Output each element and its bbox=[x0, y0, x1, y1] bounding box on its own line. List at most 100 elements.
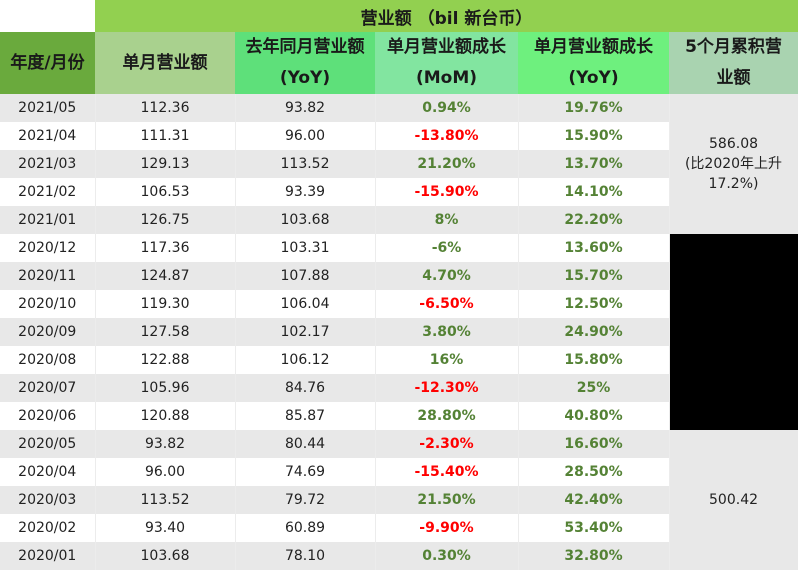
cell-yoy-growth: 15.80% bbox=[518, 346, 670, 374]
cell-period: 2020/01 bbox=[0, 542, 96, 570]
cell-mom-growth: 0.94% bbox=[375, 94, 519, 122]
cell-period: 2021/02 bbox=[0, 178, 96, 206]
cell-monthly-revenue: 113.52 bbox=[95, 486, 236, 514]
cell-monthly-revenue: 129.13 bbox=[95, 150, 236, 178]
cell-yoy-growth: 12.50% bbox=[518, 290, 670, 318]
cell-monthly-revenue: 120.88 bbox=[95, 402, 236, 430]
cell-period: 2020/11 bbox=[0, 262, 96, 290]
cell-last-year-revenue: 113.52 bbox=[235, 150, 376, 178]
cell-period: 2020/06 bbox=[0, 402, 96, 430]
cell-mom-growth: -2.30% bbox=[375, 430, 519, 458]
cumulative-2021-note-line1: (比2020年上升 bbox=[684, 156, 783, 172]
cell-monthly-revenue: 96.00 bbox=[95, 458, 236, 486]
cell-monthly-revenue: 124.87 bbox=[95, 262, 236, 290]
table-title: 营业额 （bil 新台币） bbox=[95, 0, 798, 32]
cell-monthly-revenue: 106.53 bbox=[95, 178, 236, 206]
table-row: 2021/02 106.53 93.39 -15.90% 14.10% bbox=[0, 178, 798, 206]
header-mom-line2: (MoM) bbox=[375, 63, 518, 94]
table-row: 2021/05 112.36 93.82 0.94% 19.76% 586.08 (比202… bbox=[0, 94, 798, 234]
cell-last-year-revenue: 79.72 bbox=[235, 486, 376, 514]
cell-last-year-revenue: 60.89 bbox=[235, 514, 376, 542]
cell-mom-growth: -15.40% bbox=[375, 458, 519, 486]
cell-mom-growth: 21.50% bbox=[375, 486, 519, 514]
cell-last-year-revenue: 85.87 bbox=[235, 402, 376, 430]
header-mom-line1: 单月营业额成长 bbox=[375, 32, 518, 63]
table-row: 2020/11 124.87 107.88 4.70% 15.70% bbox=[0, 262, 798, 290]
cell-period: 2020/05 bbox=[0, 430, 96, 458]
cell-yoy-growth: 13.60% bbox=[518, 234, 670, 262]
title-row: 营业额 （bil 新台币） bbox=[0, 0, 798, 32]
cell-mom-growth: -9.90% bbox=[375, 514, 519, 542]
title-spacer bbox=[0, 0, 95, 32]
cell-period: 2020/03 bbox=[0, 486, 96, 514]
cell-period: 2021/03 bbox=[0, 150, 96, 178]
cell-period: 2020/09 bbox=[0, 318, 96, 346]
table-row: 2020/03 113.52 79.72 21.50% 42.40% bbox=[0, 486, 798, 514]
table-row: 2020/04 96.00 74.69 -15.40% 28.50% bbox=[0, 458, 798, 486]
cell-last-year-revenue: 80.44 bbox=[235, 430, 376, 458]
header-cumulative-line1: 5个月累积营 bbox=[669, 32, 798, 63]
cell-last-year-revenue: 74.69 bbox=[235, 458, 376, 486]
cell-monthly-revenue: 105.96 bbox=[95, 374, 236, 402]
table-row: 2020/10 119.30 106.04 -6.50% 12.50% bbox=[0, 290, 798, 318]
cell-last-year-revenue: 84.76 bbox=[235, 374, 376, 402]
header-year-month: 年度/月份 bbox=[0, 32, 95, 94]
cumulative-2020-value: 500.42 bbox=[709, 492, 759, 508]
cell-yoy-growth: 28.50% bbox=[518, 458, 670, 486]
cell-last-year-revenue: 103.68 bbox=[235, 206, 376, 234]
cell-yoy-growth: 42.40% bbox=[518, 486, 670, 514]
cell-monthly-revenue: 112.36 bbox=[95, 94, 236, 122]
cell-last-year-revenue: 93.39 bbox=[235, 178, 376, 206]
cell-mom-growth: -6% bbox=[375, 234, 519, 262]
cell-period: 2020/10 bbox=[0, 290, 96, 318]
cell-mom-growth: 16% bbox=[375, 346, 519, 374]
cell-monthly-revenue: 126.75 bbox=[95, 206, 236, 234]
cell-mom-growth: -6.50% bbox=[375, 290, 519, 318]
cell-yoy-growth: 53.40% bbox=[518, 514, 670, 542]
header-row-1: 年度/月份 单月营业额 去年同月营业额 单月营业额成长 单月营业额成长 5个月累… bbox=[0, 32, 798, 94]
cell-period: 2020/12 bbox=[0, 234, 96, 262]
table-row: 2020/02 93.40 60.89 -9.90% 53.40% bbox=[0, 514, 798, 542]
header-monthly-revenue: 单月营业额 bbox=[95, 32, 235, 94]
cell-mom-growth: 28.80% bbox=[375, 402, 519, 430]
cell-yoy-growth: 19.76% bbox=[518, 94, 670, 122]
cell-last-year-revenue: 96.00 bbox=[235, 122, 376, 150]
cell-yoy-growth: 15.90% bbox=[518, 122, 670, 150]
cumulative-2021-note-line2: 17.2%) bbox=[708, 176, 759, 192]
table-row: 2020/01 103.68 78.10 0.30% 32.80% bbox=[0, 542, 798, 570]
cell-monthly-revenue: 127.58 bbox=[95, 318, 236, 346]
cell-period: 2020/04 bbox=[0, 458, 96, 486]
cell-last-year-revenue: 78.10 bbox=[235, 542, 376, 570]
header-row-2: (YoY) (MoM) (YoY) 业额 bbox=[0, 63, 798, 94]
cumulative-2020: 500.42 bbox=[669, 430, 798, 570]
header-last-year-line1: 去年同月营业额 bbox=[235, 32, 375, 63]
header-cumulative-line2: 业额 bbox=[669, 63, 798, 94]
cell-monthly-revenue: 119.30 bbox=[95, 290, 236, 318]
table-row: 2020/06 120.88 85.87 28.80% 40.80% bbox=[0, 402, 798, 430]
cell-yoy-growth: 16.60% bbox=[518, 430, 670, 458]
cell-yoy-growth: 32.80% bbox=[518, 542, 670, 570]
cell-yoy-growth: 22.20% bbox=[518, 206, 670, 234]
cell-monthly-revenue: 103.68 bbox=[95, 542, 236, 570]
cell-mom-growth: 0.30% bbox=[375, 542, 519, 570]
cell-monthly-revenue: 111.31 bbox=[95, 122, 236, 150]
cell-period: 2021/01 bbox=[0, 206, 96, 234]
table-row: 2020/08 122.88 106.12 16% 15.80% bbox=[0, 346, 798, 374]
table-row: 2020/12 117.36 103.31 -6% 13.60% bbox=[0, 234, 798, 430]
cell-mom-growth: 21.20% bbox=[375, 150, 519, 178]
header-yoy-line1: 单月营业额成长 bbox=[518, 32, 669, 63]
cell-last-year-revenue: 103.31 bbox=[235, 234, 376, 262]
table-row: 2021/01 126.75 103.68 8% 22.20% bbox=[0, 206, 798, 234]
cell-period: 2021/05 bbox=[0, 94, 96, 122]
cell-period: 2021/04 bbox=[0, 122, 96, 150]
cell-yoy-growth: 40.80% bbox=[518, 402, 670, 430]
cumulative-redacted-block bbox=[669, 234, 798, 430]
header-last-year-line2: (YoY) bbox=[235, 63, 375, 94]
table-row: 2020/05 93.82 80.44 -2.30% 16.60% 500.42 bbox=[0, 430, 798, 570]
cell-yoy-growth: 25% bbox=[518, 374, 670, 402]
cell-period: 2020/07 bbox=[0, 374, 96, 402]
table-row: 2021/03 129.13 113.52 21.20% 13.70% bbox=[0, 150, 798, 178]
header-yoy-line2: (YoY) bbox=[518, 63, 669, 94]
cell-period: 2020/08 bbox=[0, 346, 96, 374]
